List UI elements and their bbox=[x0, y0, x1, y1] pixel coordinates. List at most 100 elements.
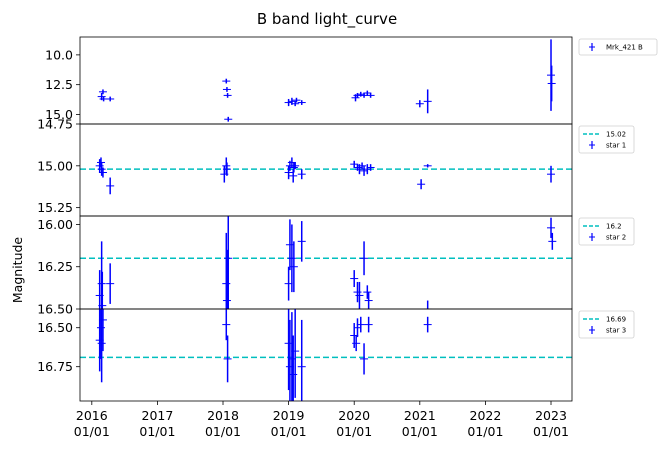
data-point bbox=[98, 271, 107, 309]
legend-reference-label: 16.69 bbox=[606, 316, 626, 324]
data-point bbox=[98, 167, 107, 178]
data-point bbox=[350, 270, 359, 288]
legend-series-label: star 1 bbox=[606, 142, 626, 150]
legend-series-label: star 3 bbox=[606, 327, 626, 335]
data-point bbox=[289, 241, 298, 293]
data-point bbox=[224, 216, 233, 309]
data-point bbox=[291, 162, 300, 170]
data-point bbox=[222, 249, 231, 309]
data-point bbox=[415, 100, 424, 108]
y-tick-label: 15.25 bbox=[37, 200, 73, 215]
data-point bbox=[423, 300, 432, 309]
data-point bbox=[364, 316, 373, 333]
data-point bbox=[352, 335, 361, 352]
data-point bbox=[222, 87, 231, 92]
legend-series-label: star 2 bbox=[606, 234, 626, 242]
data-point bbox=[423, 316, 432, 333]
legend-star2: 16.2 star 2 bbox=[578, 217, 635, 246]
data-point bbox=[366, 164, 375, 171]
x-tick-label-year: 2019 bbox=[273, 408, 305, 423]
data-point bbox=[548, 232, 557, 250]
y-tick-label: 16.50 bbox=[37, 302, 73, 317]
legend-star1: 15.02 star 1 bbox=[578, 125, 635, 154]
x-axis: 201601/01201701/01201801/01201901/012020… bbox=[74, 401, 569, 439]
panels: 10.012.515.014.7515.0015.2516.0016.2516.… bbox=[37, 36, 573, 402]
x-tick-label-year: 2017 bbox=[142, 408, 174, 423]
legend-reference-label: 15.02 bbox=[606, 131, 626, 139]
x-tick-label-year: 2023 bbox=[535, 408, 567, 423]
y-axis-label: Magnitude bbox=[10, 237, 25, 304]
panel-star1: 14.75 15.00 15.25 bbox=[37, 117, 573, 217]
data-point bbox=[291, 309, 300, 398]
legend-box bbox=[578, 38, 658, 56]
y-tick-label: 16.00 bbox=[37, 217, 73, 232]
x-tick-label-year: 2021 bbox=[404, 408, 436, 423]
data-point bbox=[222, 162, 231, 176]
data-point bbox=[291, 101, 300, 107]
panel-star2: 16.00 16.25 16.50 bbox=[37, 215, 573, 317]
data-point bbox=[222, 309, 231, 341]
data-point bbox=[97, 309, 106, 383]
y-tick-label: 16.50 bbox=[37, 320, 73, 335]
legends: Mrk_421 B 15.02 star 1 16.2 star 2 16.69 star … bbox=[578, 38, 658, 339]
panel-star3: 16.50 16.75 bbox=[37, 308, 573, 402]
data-point bbox=[417, 179, 426, 190]
data-point bbox=[292, 97, 301, 103]
data-point bbox=[356, 316, 365, 333]
data-point bbox=[547, 65, 556, 102]
data-point bbox=[366, 93, 375, 98]
data-point bbox=[297, 169, 306, 180]
panel-plot-area bbox=[80, 216, 572, 309]
data-point bbox=[547, 165, 556, 183]
x-tick-label-year: 2022 bbox=[470, 408, 502, 423]
x-tick-label-date: 01/01 bbox=[336, 424, 372, 439]
legend-box bbox=[578, 125, 635, 154]
data-point bbox=[360, 241, 369, 276]
x-tick-label-date: 01/01 bbox=[402, 424, 438, 439]
x-tick-label-date: 01/01 bbox=[467, 424, 503, 439]
x-tick-label-date: 01/01 bbox=[271, 424, 307, 439]
data-point bbox=[97, 162, 106, 176]
data-point bbox=[360, 343, 369, 375]
data-point bbox=[289, 162, 298, 173]
legend-reference-label: 16.2 bbox=[606, 223, 622, 231]
data-point bbox=[223, 335, 232, 383]
data-point bbox=[364, 292, 373, 309]
y-tick-label: 16.75 bbox=[37, 359, 73, 374]
data-point bbox=[106, 177, 115, 195]
y-tick-label: 14.75 bbox=[37, 117, 73, 132]
legend-box bbox=[578, 217, 635, 246]
data-point bbox=[297, 319, 306, 401]
panel-plot-area bbox=[80, 157, 572, 195]
y-tick-label: 15.0 bbox=[45, 107, 73, 122]
data-point bbox=[98, 89, 107, 95]
data-point bbox=[363, 285, 372, 299]
data-point bbox=[355, 281, 364, 309]
panel-mrk421: 10.0 12.5 15.0 bbox=[45, 36, 573, 125]
data-point bbox=[284, 165, 293, 180]
y-tick-label: 12.5 bbox=[45, 77, 73, 92]
data-point bbox=[224, 116, 233, 122]
data-point bbox=[98, 309, 107, 352]
y-tick-label: 15.00 bbox=[37, 158, 73, 173]
legend-series-label: Mrk_421 B bbox=[606, 44, 643, 52]
x-tick-label-date: 01/01 bbox=[139, 424, 175, 439]
data-point bbox=[106, 96, 115, 102]
panel-plot-area bbox=[97, 39, 556, 122]
x-tick-label-year: 2020 bbox=[338, 408, 370, 423]
x-tick-label-date: 01/01 bbox=[533, 424, 569, 439]
data-point bbox=[222, 78, 231, 84]
data-point bbox=[297, 221, 306, 262]
data-point bbox=[106, 263, 115, 304]
data-point bbox=[547, 217, 556, 238]
data-point bbox=[297, 100, 306, 105]
data-point bbox=[423, 164, 432, 168]
y-tick-label: 10.0 bbox=[45, 47, 73, 62]
panel-frame bbox=[79, 308, 573, 402]
panel-plot-area bbox=[80, 309, 572, 401]
x-tick-label-year: 2018 bbox=[207, 408, 239, 423]
y-tick-label: 16.25 bbox=[37, 259, 73, 274]
legend-mrk421: Mrk_421 B bbox=[578, 38, 658, 56]
legend-star3: 16.69 star 3 bbox=[578, 310, 635, 339]
